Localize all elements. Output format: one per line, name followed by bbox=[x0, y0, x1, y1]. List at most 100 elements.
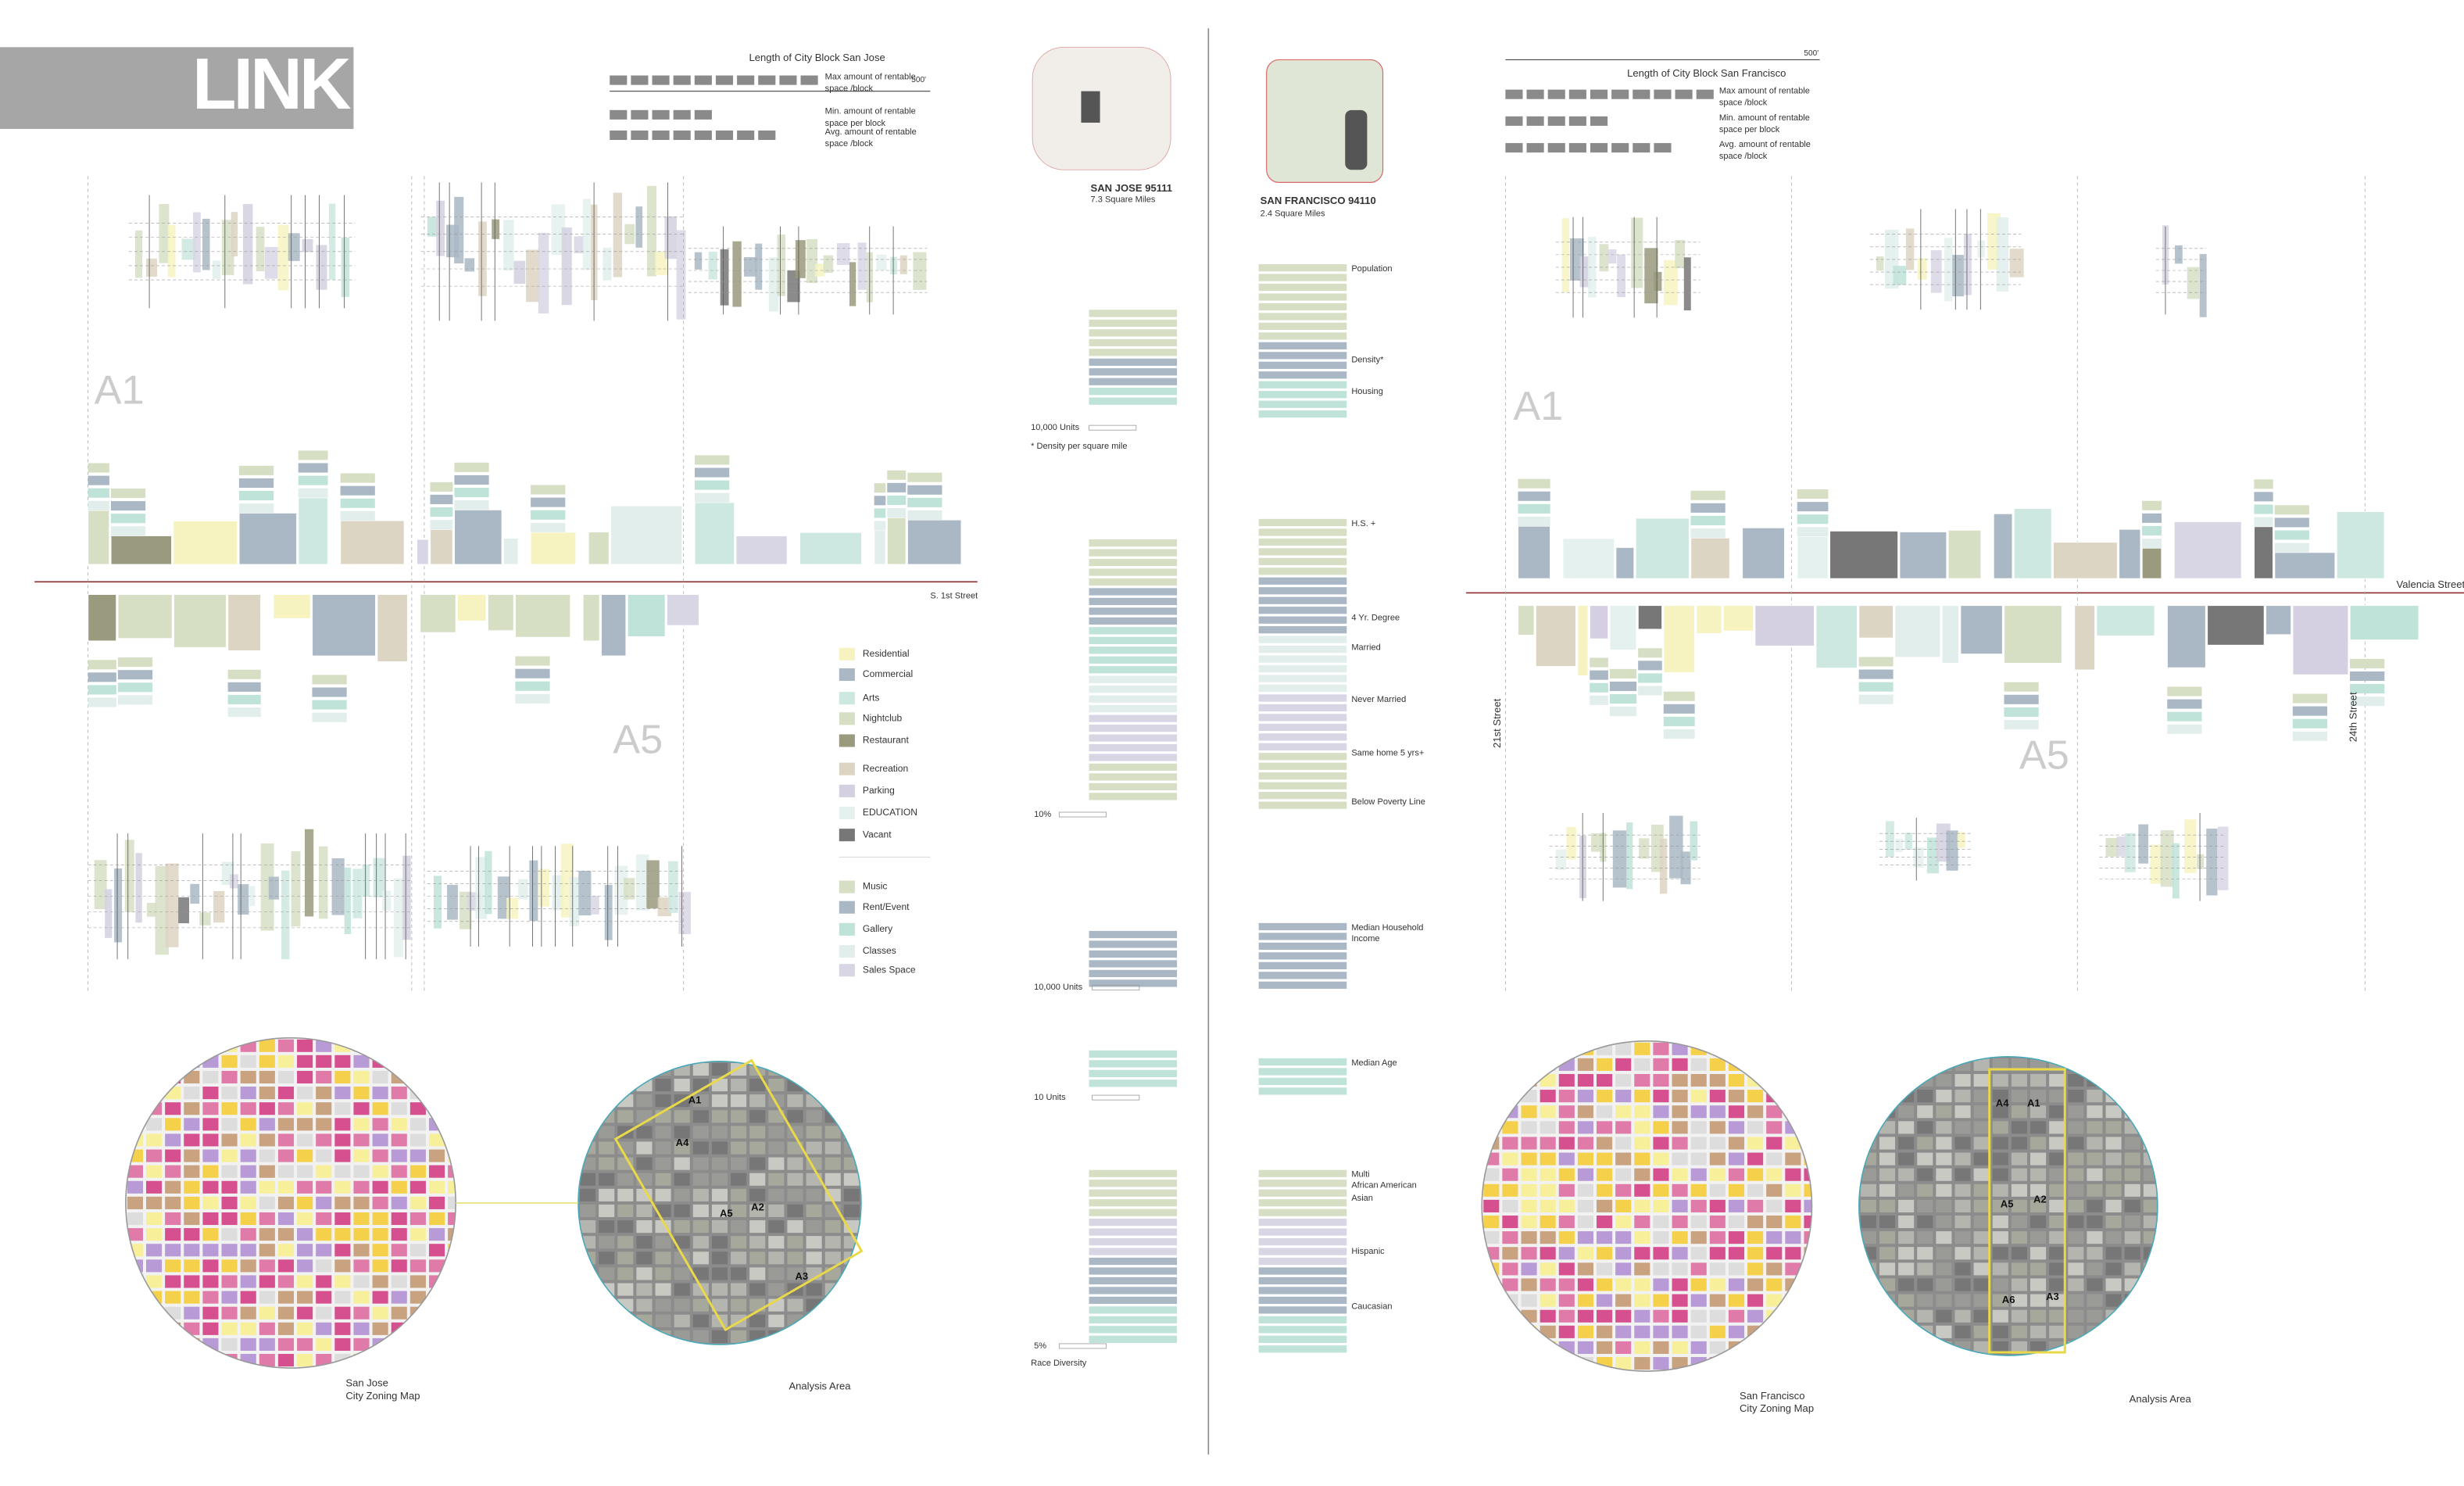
map-block bbox=[1747, 1294, 1764, 1307]
cluster-bar bbox=[538, 868, 549, 907]
legend-swatch bbox=[1590, 143, 1608, 153]
map-block bbox=[580, 1220, 596, 1234]
map-block bbox=[1521, 1294, 1537, 1307]
map-block bbox=[2030, 1309, 2047, 1323]
map-block bbox=[1577, 1137, 1593, 1150]
map-block bbox=[1577, 1309, 1593, 1323]
map-block bbox=[674, 1283, 690, 1296]
map-block bbox=[1747, 1058, 1764, 1071]
map bbox=[125, 1037, 456, 1369]
map-block bbox=[221, 1244, 238, 1257]
stat-bar bbox=[1089, 940, 1178, 948]
map-block bbox=[1672, 1183, 1688, 1197]
map-block bbox=[1766, 1278, 1783, 1291]
map-block bbox=[353, 1133, 370, 1147]
program-bar bbox=[1590, 670, 1608, 680]
program-bar bbox=[312, 712, 347, 722]
stat-bar bbox=[1258, 548, 1347, 556]
map-block bbox=[2143, 1278, 2158, 1291]
map-block bbox=[1615, 1325, 1632, 1338]
map-block bbox=[1973, 1278, 1990, 1291]
label: Multi bbox=[1351, 1170, 1369, 1180]
map-block bbox=[1954, 1183, 1971, 1197]
cluster-bar bbox=[529, 860, 538, 922]
map-block bbox=[277, 1087, 295, 1100]
label: Max amount of rentable bbox=[825, 72, 916, 81]
stat-bar bbox=[1089, 1316, 1178, 1323]
map-block bbox=[1954, 1215, 1971, 1229]
map-block bbox=[240, 1165, 256, 1178]
map-block bbox=[1558, 1325, 1575, 1338]
cluster-bar bbox=[1608, 249, 1617, 264]
map-block bbox=[2068, 1183, 2084, 1197]
stat-bar bbox=[1089, 568, 1178, 576]
program-bar bbox=[694, 455, 730, 465]
label: 5% bbox=[1034, 1341, 1046, 1351]
map-block bbox=[146, 1118, 163, 1131]
program-bar bbox=[117, 695, 153, 705]
map-block bbox=[1954, 1168, 1971, 1181]
map-block bbox=[146, 1039, 163, 1052]
cluster-bar bbox=[497, 876, 510, 919]
map-block bbox=[599, 1141, 615, 1155]
map-block bbox=[2105, 1121, 2122, 1134]
map-block bbox=[1898, 1294, 1915, 1307]
cluster-bar bbox=[454, 196, 464, 263]
map-block bbox=[2068, 1137, 2084, 1150]
legend-swatch bbox=[839, 922, 855, 936]
map-block bbox=[1860, 1090, 1876, 1103]
map-block bbox=[1690, 1105, 1707, 1119]
map-block bbox=[2124, 1215, 2140, 1229]
stat-bar bbox=[1258, 801, 1347, 809]
map-block bbox=[221, 1322, 238, 1335]
stat-bar bbox=[1089, 588, 1178, 596]
map-block bbox=[448, 1196, 456, 1209]
facade bbox=[1635, 517, 1690, 579]
map-block bbox=[1709, 1105, 1726, 1119]
map-block bbox=[1672, 1341, 1688, 1355]
map-block bbox=[617, 1314, 634, 1327]
map-block bbox=[1653, 1058, 1669, 1071]
cluster-bar bbox=[94, 860, 107, 910]
map-block bbox=[372, 1259, 388, 1273]
map-block bbox=[1917, 1152, 1933, 1166]
map-block bbox=[692, 1267, 709, 1280]
map-block bbox=[2049, 1278, 2065, 1291]
map-block bbox=[2068, 1121, 2084, 1134]
map-block bbox=[1709, 1278, 1726, 1291]
facade bbox=[1947, 529, 1982, 579]
map-block bbox=[1709, 1357, 1726, 1370]
map-block bbox=[2030, 1058, 2047, 1071]
map-block bbox=[1804, 1042, 1812, 1055]
map-block bbox=[1992, 1183, 2008, 1197]
map-block bbox=[1728, 1168, 1745, 1181]
stat-bar bbox=[1089, 539, 1178, 547]
program-bar bbox=[1609, 681, 1637, 692]
map-block bbox=[1992, 1090, 2008, 1103]
map-block bbox=[824, 1251, 841, 1265]
cluster-bar bbox=[2138, 824, 2149, 864]
map-block bbox=[1615, 1137, 1632, 1150]
map-block bbox=[448, 1322, 456, 1335]
map-block bbox=[127, 1165, 143, 1178]
legend-label: Music bbox=[863, 881, 887, 892]
map-block bbox=[580, 1094, 596, 1108]
map-block bbox=[1540, 1325, 1556, 1338]
map-block bbox=[1690, 1199, 1707, 1212]
map-block bbox=[1709, 1262, 1726, 1276]
cluster-bar bbox=[181, 238, 196, 260]
map-block bbox=[1597, 1073, 1613, 1087]
legend-swatch bbox=[652, 130, 670, 141]
stat-bar bbox=[1089, 743, 1178, 752]
label: City Zoning Map bbox=[345, 1390, 420, 1402]
label: Income bbox=[1351, 934, 1379, 944]
legend-swatch bbox=[1568, 89, 1586, 99]
map-block bbox=[1709, 1309, 1726, 1323]
map-block bbox=[1540, 1183, 1556, 1197]
map-block bbox=[1898, 1105, 1915, 1119]
map-block bbox=[1634, 1325, 1650, 1338]
program-bar bbox=[694, 480, 730, 490]
stat-bar bbox=[1258, 743, 1347, 750]
map-block bbox=[1502, 1073, 1518, 1087]
map-block bbox=[1804, 1090, 1812, 1103]
